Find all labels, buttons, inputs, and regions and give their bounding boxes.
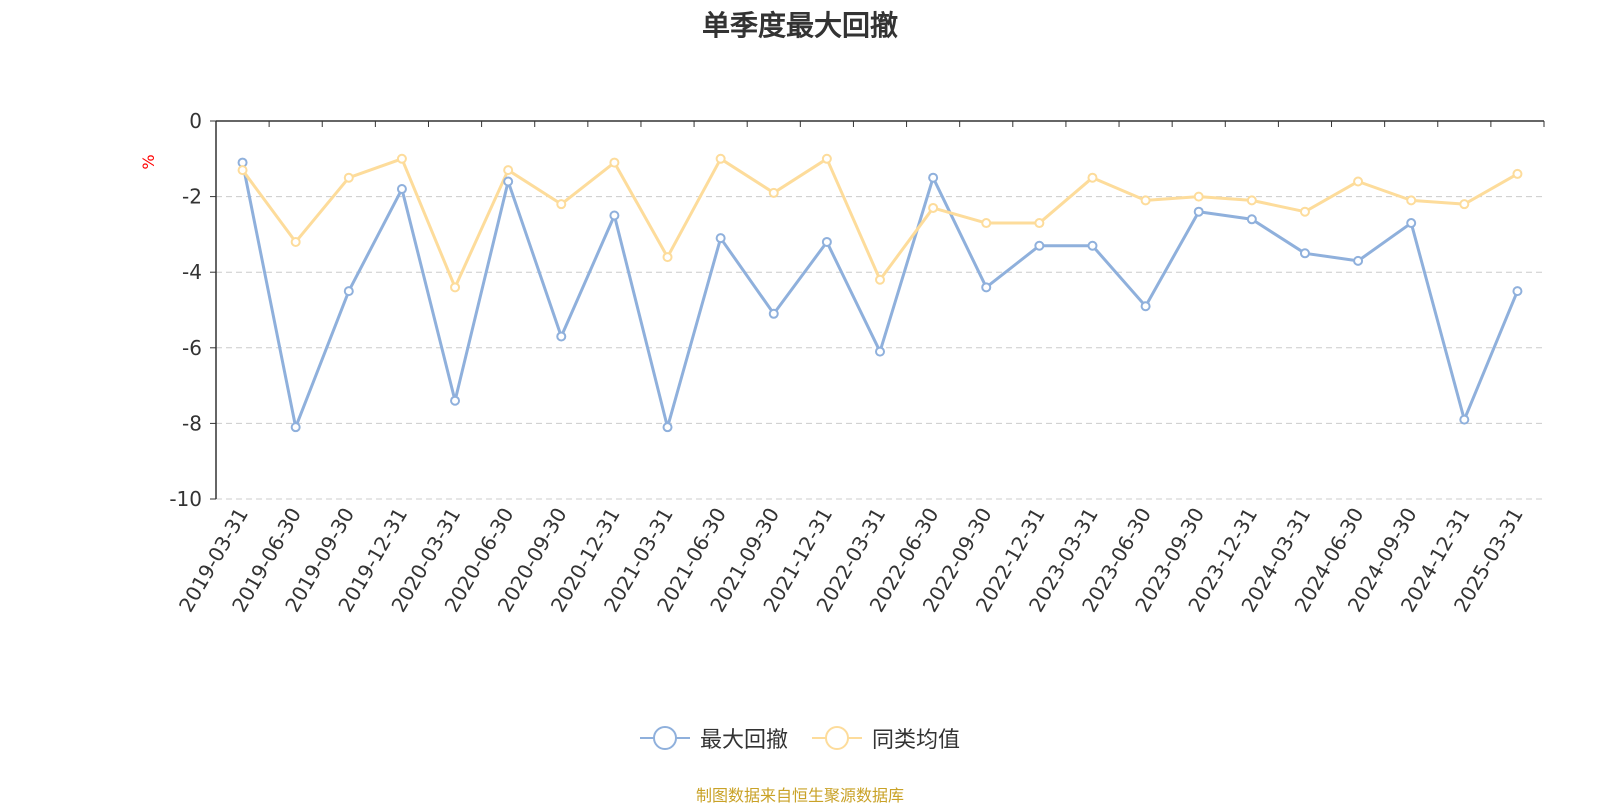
data-point-1	[396, 153, 407, 164]
legend-item-peer-average[interactable]: 同类均值	[812, 722, 960, 754]
data-point-0	[290, 422, 301, 433]
data-point-0	[662, 422, 673, 433]
data-point-1	[1353, 176, 1364, 187]
data-point-1	[450, 282, 461, 293]
y-tick-label: 0	[189, 109, 202, 133]
data-point-0	[1353, 255, 1364, 266]
data-point-1	[1512, 168, 1523, 179]
data-point-0	[343, 286, 354, 297]
legend-label-peer-average: 同类均值	[872, 728, 961, 753]
data-point-1	[1034, 218, 1045, 229]
data-point-0	[1406, 218, 1417, 229]
legend-marker-peer-average	[812, 726, 862, 750]
y-tick-label: -6	[182, 336, 202, 360]
data-point-1	[290, 236, 301, 247]
data-point-1	[981, 218, 992, 229]
data-point-1	[662, 252, 673, 263]
data-point-1	[768, 187, 779, 198]
legend-item-max-drawdown[interactable]: 最大回撤	[639, 722, 788, 754]
y-tick-label: -8	[182, 411, 202, 435]
data-point-0	[875, 346, 885, 357]
y-tick-label: -4	[182, 260, 202, 284]
data-point-0	[1299, 248, 1310, 259]
data-point-0	[503, 176, 514, 187]
data-point-1	[1406, 195, 1417, 206]
data-point-0	[1087, 240, 1098, 251]
data-point-1	[343, 172, 354, 183]
data-point-1	[503, 165, 514, 176]
data-point-1	[1140, 195, 1151, 206]
data-point-1	[928, 202, 939, 213]
data-point-0	[768, 308, 779, 319]
data-point-1	[821, 153, 832, 164]
data-point-1	[609, 157, 620, 168]
data-point-1	[715, 153, 726, 164]
data-point-0	[715, 233, 726, 244]
data-point-0	[1246, 214, 1257, 225]
data-point-0	[1140, 301, 1151, 312]
y-axis-label: %	[139, 154, 158, 169]
data-point-0	[450, 395, 461, 406]
data-point-1	[1459, 199, 1470, 210]
series-line-1	[241, 157, 1519, 289]
legend-marker-max-drawdown	[639, 726, 690, 750]
data-point-0	[1034, 240, 1045, 251]
data-point-0	[1459, 414, 1470, 425]
legend-label-max-drawdown: 最大回撤	[699, 728, 788, 753]
data-point-1	[1087, 172, 1098, 183]
data-point-0	[609, 210, 620, 221]
data-point-1	[1193, 191, 1204, 202]
data-point-0	[396, 184, 407, 195]
y-tick-label: -2	[182, 185, 202, 209]
data-point-0	[1512, 286, 1523, 297]
series-line-0	[241, 162, 1519, 429]
data-point-1	[1299, 206, 1310, 217]
data-point-1	[875, 274, 885, 285]
data-point-0	[556, 331, 567, 342]
data-point-1	[1246, 195, 1257, 206]
source-note: 制图数据来自恒生聚源数据库	[695, 786, 904, 805]
data-point-0	[1193, 206, 1204, 217]
data-point-0	[928, 172, 939, 183]
chart-title: 单季度最大回撤	[701, 9, 898, 42]
legend: 最大回撤 同类均值	[0, 722, 1600, 754]
y-tick-label: -10	[169, 487, 202, 511]
data-point-1	[556, 199, 567, 210]
data-point-0	[821, 236, 832, 247]
data-point-0	[981, 282, 992, 293]
data-point-1	[237, 165, 248, 176]
